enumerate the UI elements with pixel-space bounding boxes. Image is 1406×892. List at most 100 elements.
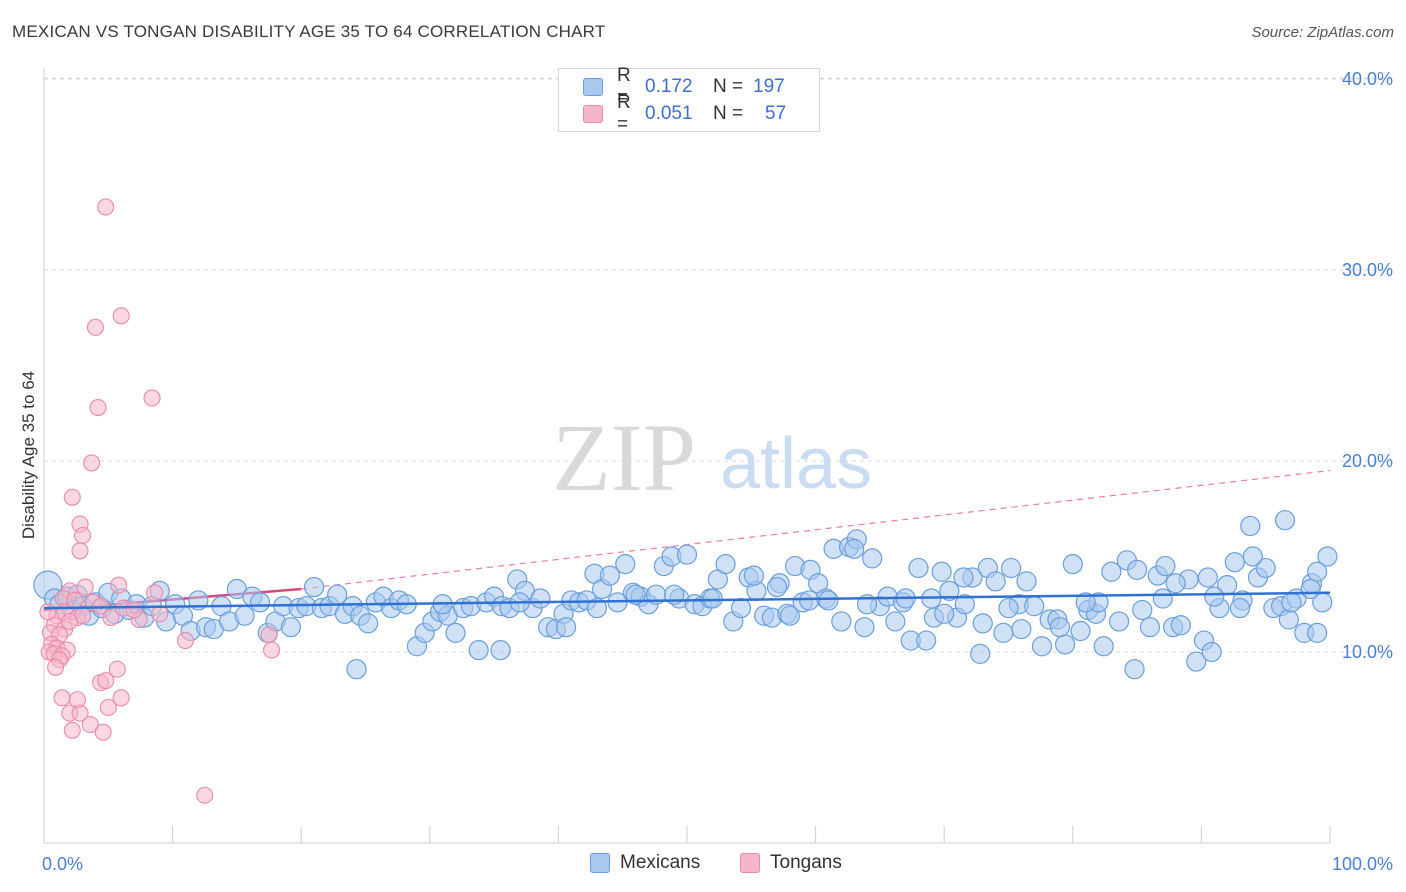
mexicans-point bbox=[939, 580, 960, 601]
tick-labels: 10.0% 20.0% 30.0% 40.0% 0.0% 100.0% bbox=[42, 69, 1393, 874]
mexicans-point bbox=[1307, 561, 1328, 582]
mexicans-point bbox=[1204, 586, 1225, 607]
mexicans-point bbox=[1255, 557, 1276, 579]
tongans-point bbox=[71, 542, 89, 560]
x-tick-label-start: 0.0% bbox=[42, 854, 83, 874]
mexicans-trend-line bbox=[43, 591, 1331, 610]
mexicans-point bbox=[615, 554, 636, 575]
mexicans-point bbox=[1126, 559, 1148, 580]
mexicans-point bbox=[998, 597, 1019, 619]
tongans-point bbox=[39, 603, 57, 621]
mexicans-point bbox=[1062, 554, 1083, 575]
bottom-legend-mexicans: Mexicans bbox=[590, 852, 700, 874]
mexicans-point bbox=[1242, 546, 1263, 567]
mexicans-point bbox=[818, 590, 839, 611]
mexicans-point bbox=[490, 639, 511, 661]
mexicans-point bbox=[993, 622, 1014, 644]
mexicans-point bbox=[1049, 617, 1071, 638]
tongans-point bbox=[143, 389, 161, 407]
tongans-point bbox=[63, 488, 81, 506]
tongans-point bbox=[47, 658, 65, 676]
mexicans-point bbox=[799, 590, 820, 611]
mexicans-point bbox=[676, 544, 698, 565]
tongans-point bbox=[125, 601, 143, 619]
mexicans-point bbox=[234, 605, 255, 626]
x-tick-label-end: 100.0% bbox=[1332, 854, 1393, 874]
watermark-zip: ZIP bbox=[552, 404, 696, 511]
legend-n-value: 197 bbox=[753, 76, 785, 97]
mexicans-point bbox=[1274, 510, 1296, 531]
tongans-point bbox=[94, 723, 112, 741]
legend-row-tongans: R = 0.051 N = 57 bbox=[583, 92, 786, 135]
tongans-point bbox=[110, 576, 128, 594]
tongans-point bbox=[71, 704, 89, 722]
mexicans-point bbox=[1170, 615, 1191, 636]
mexicans-point bbox=[1132, 599, 1153, 621]
mexicans-point bbox=[1240, 515, 1261, 537]
mexicans-point bbox=[715, 554, 736, 575]
mexicans-point bbox=[862, 548, 883, 569]
mexicans-point bbox=[1011, 618, 1032, 640]
mexicans-point bbox=[1070, 620, 1091, 642]
mexicans-point bbox=[831, 611, 852, 632]
legend-n-label: N = bbox=[713, 103, 744, 124]
bottom-legend: Mexicans Tongans bbox=[0, 852, 1406, 878]
tongans-point bbox=[112, 689, 130, 707]
mexicans-point bbox=[702, 588, 723, 609]
mexicans-points bbox=[33, 510, 1338, 680]
mexicans-point bbox=[972, 613, 993, 634]
tongans-point bbox=[76, 578, 94, 596]
mexicans-point bbox=[357, 613, 379, 634]
tongans-point bbox=[263, 641, 281, 659]
mexicans-point bbox=[1307, 622, 1328, 644]
mexicans-point bbox=[1155, 555, 1176, 577]
mexicans-point bbox=[303, 576, 325, 598]
tongans-point bbox=[81, 716, 99, 734]
mexicans-point bbox=[1224, 552, 1245, 573]
mexicans-point bbox=[970, 643, 991, 665]
tongans-point bbox=[61, 612, 79, 630]
watermark: ZIP atlas bbox=[552, 404, 872, 511]
legend-r-label: R = bbox=[617, 92, 631, 135]
tongans-point bbox=[260, 626, 278, 644]
mexicans-point bbox=[1281, 592, 1302, 613]
bottom-legend-swatch-mexicans bbox=[590, 853, 610, 873]
chart-title: MEXICAN VS TONGAN DISABILITY AGE 35 TO 6… bbox=[12, 22, 606, 41]
source-label: Source: ZipAtlas.com bbox=[1251, 24, 1394, 41]
tongans-point bbox=[102, 609, 120, 627]
mexicans-point bbox=[1139, 617, 1161, 638]
legend-r-label: R = bbox=[617, 65, 631, 108]
tongans-trend-extension bbox=[301, 469, 1331, 590]
tongans-point bbox=[53, 689, 71, 707]
mexicans-point bbox=[954, 594, 975, 615]
tongans-point bbox=[99, 698, 117, 716]
mexicans-point bbox=[931, 561, 952, 582]
mexicans-point bbox=[1186, 651, 1207, 672]
tongans-point bbox=[97, 198, 115, 216]
mexicans-point bbox=[249, 592, 271, 613]
mexicans-point bbox=[985, 571, 1006, 592]
mexicans-point bbox=[854, 617, 875, 638]
y-tick-label: 20.0% bbox=[1342, 451, 1393, 471]
mexicans-point bbox=[1016, 571, 1037, 592]
y-axis-label: Disability Age 35 to 64 bbox=[19, 371, 38, 539]
bottom-legend-label-tongans: Tongans bbox=[770, 852, 842, 873]
y-tick-label: 10.0% bbox=[1342, 642, 1393, 662]
mexicans-point bbox=[1031, 636, 1053, 657]
tongans-point bbox=[74, 526, 92, 545]
mexicans-point bbox=[280, 617, 302, 638]
mexicans-point bbox=[1093, 636, 1114, 657]
mexicans-point bbox=[934, 603, 955, 624]
tongans-point bbox=[196, 786, 214, 804]
tongans-point bbox=[89, 398, 107, 417]
mexicans-point bbox=[346, 659, 367, 680]
legend-swatch-tongans bbox=[583, 105, 603, 123]
watermark-atlas: atlas bbox=[720, 424, 872, 504]
tongans-point bbox=[112, 307, 130, 325]
mexicans-point bbox=[916, 630, 937, 651]
mexicans-point bbox=[625, 584, 646, 605]
tongans-point bbox=[86, 318, 104, 336]
mexicans-point bbox=[766, 576, 788, 598]
mexicans-point bbox=[885, 611, 906, 632]
